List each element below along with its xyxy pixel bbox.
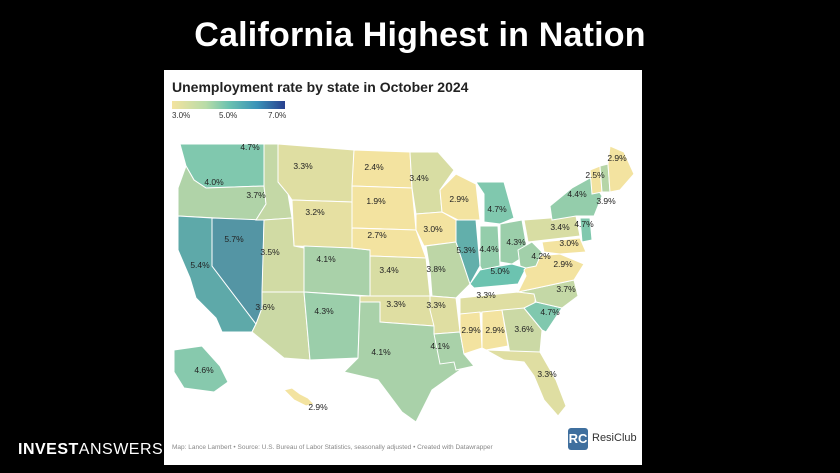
state-rate-label-indiana: 4.4%: [479, 244, 499, 254]
state-shape-kentucky: [469, 263, 527, 289]
state-rate-label-north-dakota: 2.4%: [364, 162, 384, 172]
state-rate-label-nebraska: 2.7%: [367, 230, 387, 240]
legend-mid-label: 5.0%: [219, 111, 238, 120]
state-rate-label-oregon: 4.0%: [204, 177, 224, 187]
state-shape-maryland: [541, 237, 587, 255]
state-rate-label-iowa: 3.0%: [423, 224, 443, 234]
state-shape-hawaii: [283, 387, 315, 407]
state-rate-label-vermont: 2.5%: [585, 170, 605, 180]
state-rate-label-washington: 4.7%: [240, 142, 260, 152]
legend-min-label: 3.0%: [172, 111, 191, 120]
state-shape-new-jersey: [579, 217, 593, 243]
state-rate-label-new-jersey: 4.7%: [574, 219, 594, 229]
resiclub-logo: RC ResiClub: [568, 428, 642, 458]
state-shape-michigan: [475, 181, 515, 225]
brand-light: ANSWERS: [78, 441, 164, 458]
state-shape-new-york: [549, 177, 603, 221]
state-rate-label-colorado: 4.1%: [316, 254, 336, 264]
state-rate-label-montana: 3.3%: [293, 161, 313, 171]
state-rate-label-wisconsin: 2.9%: [449, 194, 469, 204]
state-rate-label-illinois: 5.3%: [456, 245, 476, 255]
state-rate-label-idaho: 3.7%: [246, 190, 266, 200]
state-shape-maine: [607, 145, 635, 193]
state-rate-label-oklahoma: 3.3%: [386, 299, 406, 309]
state-shape-new-mexico: [303, 291, 361, 361]
map-panel: 4.7% 4.0% 5.4% 5.7% 3.7% 3.3% 3.2% 3.5% 3.6% 4.1%…: [164, 70, 642, 465]
state-shape-wisconsin: [439, 173, 481, 221]
state-rate-label-california: 5.4%: [190, 260, 210, 270]
resiclub-mark-icon: RC: [568, 428, 588, 450]
state-rate-label-south-dakota: 1.9%: [366, 196, 386, 206]
state-rate-label-mississippi: 2.9%: [461, 325, 481, 335]
state-rate-label-new-mexico: 4.3%: [314, 306, 334, 316]
legend-max-label: 7.0%: [268, 111, 287, 120]
state-rate-label-alaska: 4.6%: [194, 365, 214, 375]
state-rate-label-maryland: 3.0%: [559, 238, 579, 248]
state-rate-label-hawaii: 2.9%: [308, 402, 328, 412]
state-rate-label-georgia: 3.6%: [514, 324, 534, 334]
state-shape-kansas: [369, 255, 431, 297]
state-shape-georgia: [501, 307, 543, 355]
state-rate-label-north-carolina: 3.7%: [556, 284, 576, 294]
state-shape-south-carolina: [523, 301, 563, 333]
state-rate-label-utah: 3.5%: [260, 247, 280, 257]
state-rate-label-alabama: 2.9%: [485, 325, 505, 335]
state-shape-colorado: [303, 245, 371, 297]
state-shape-illinois: [455, 219, 481, 286]
state-rate-label-pennsylvania: 3.4%: [550, 222, 570, 232]
state-rate-label-nevada: 5.7%: [224, 234, 244, 244]
state-rate-label-arizona: 3.6%: [255, 302, 275, 312]
state-rate-label-maine: 2.9%: [607, 153, 627, 163]
state-rate-label-south-carolina: 4.7%: [540, 307, 560, 317]
state-shape-alaska: [173, 345, 229, 393]
state-rate-label-kentucky: 5.0%: [490, 266, 510, 276]
state-shape-florida: [485, 349, 567, 417]
state-rate-label-florida: 3.3%: [537, 369, 557, 379]
state-rate-label-tennessee: 3.3%: [476, 290, 496, 300]
resiclub-name: ResiClub: [592, 432, 637, 444]
color-legend: 3.0% 5.0% 7.0%: [172, 101, 287, 123]
slide-title: California Highest in Nation: [194, 16, 646, 54]
state-shape-south-dakota: [351, 185, 417, 231]
state-shapes: [173, 143, 635, 423]
state-rate-label-texas: 4.1%: [371, 347, 391, 357]
state-rate-label-michigan: 4.7%: [487, 204, 507, 214]
state-rate-label-ohio: 4.3%: [506, 237, 526, 247]
investanswers-logo: INVESTANSWERS: [18, 441, 163, 459]
state-labels: 4.7% 4.0% 5.4% 5.7% 3.7% 3.3% 3.2% 3.5% 3.6% 4.1%…: [190, 142, 627, 412]
state-rate-label-minnesota: 3.4%: [409, 173, 429, 183]
map-footer: Map: Lance Lambert • Source: U.S. Bureau…: [172, 444, 493, 451]
state-shape-alabama: [481, 309, 509, 351]
state-rate-label-louisiana: 4.1%: [430, 341, 450, 351]
state-rate-label-west-virginia: 4.2%: [531, 251, 551, 261]
state-rate-label-wyoming: 3.2%: [305, 207, 325, 217]
state-rate-label-kansas: 3.4%: [379, 265, 399, 275]
state-rate-label-new-york: 4.4%: [567, 189, 587, 199]
map-title: Unemployment rate by state in October 20…: [172, 79, 469, 95]
brand-bold: INVEST: [18, 441, 79, 458]
us-choropleth-map: 4.7% 4.0% 5.4% 5.7% 3.7% 3.3% 3.2% 3.5% 3.6% 4.1%…: [173, 142, 635, 423]
state-shape-montana: [277, 143, 355, 203]
legend-gradient-bar: [172, 101, 285, 109]
state-rate-label-new-hampshire: 3.9%: [596, 196, 616, 206]
state-rate-label-virginia: 2.9%: [553, 259, 573, 269]
state-rate-label-arkansas: 3.3%: [426, 300, 446, 310]
state-shape-mississippi: [459, 311, 483, 355]
state-rate-label-missouri: 3.8%: [426, 264, 446, 274]
